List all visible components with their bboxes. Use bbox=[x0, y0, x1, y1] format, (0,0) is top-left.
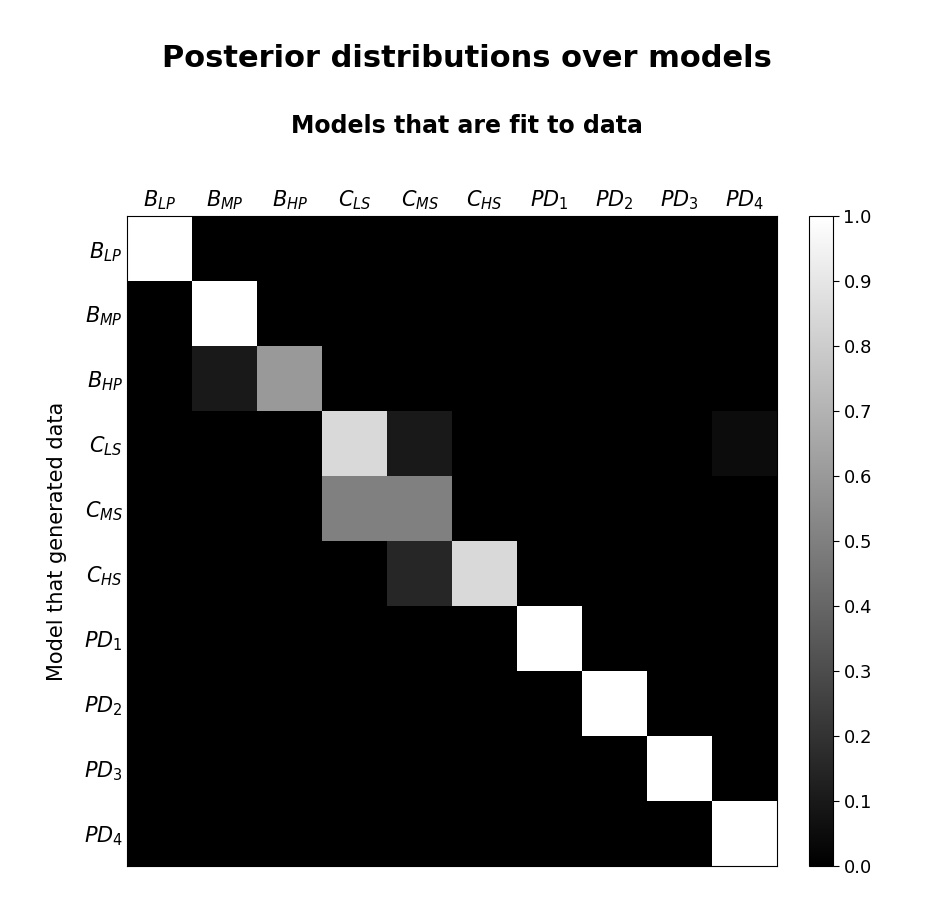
Y-axis label: Model that generated data: Model that generated data bbox=[47, 401, 67, 681]
Text: Models that are fit to data: Models that are fit to data bbox=[290, 115, 643, 138]
Text: Posterior distributions over models: Posterior distributions over models bbox=[162, 44, 771, 73]
